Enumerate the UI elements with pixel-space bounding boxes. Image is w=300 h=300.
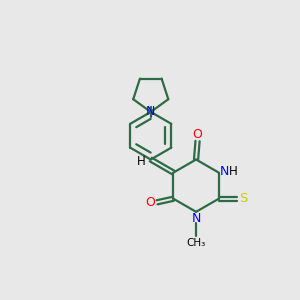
Text: N: N (146, 106, 155, 118)
Text: CH₃: CH₃ (186, 238, 206, 248)
Text: O: O (193, 128, 202, 141)
Text: H: H (137, 155, 146, 168)
Text: S: S (239, 192, 248, 205)
Text: H: H (229, 165, 238, 178)
Text: O: O (145, 196, 155, 209)
Text: N: N (191, 212, 201, 225)
Text: N: N (219, 165, 229, 178)
